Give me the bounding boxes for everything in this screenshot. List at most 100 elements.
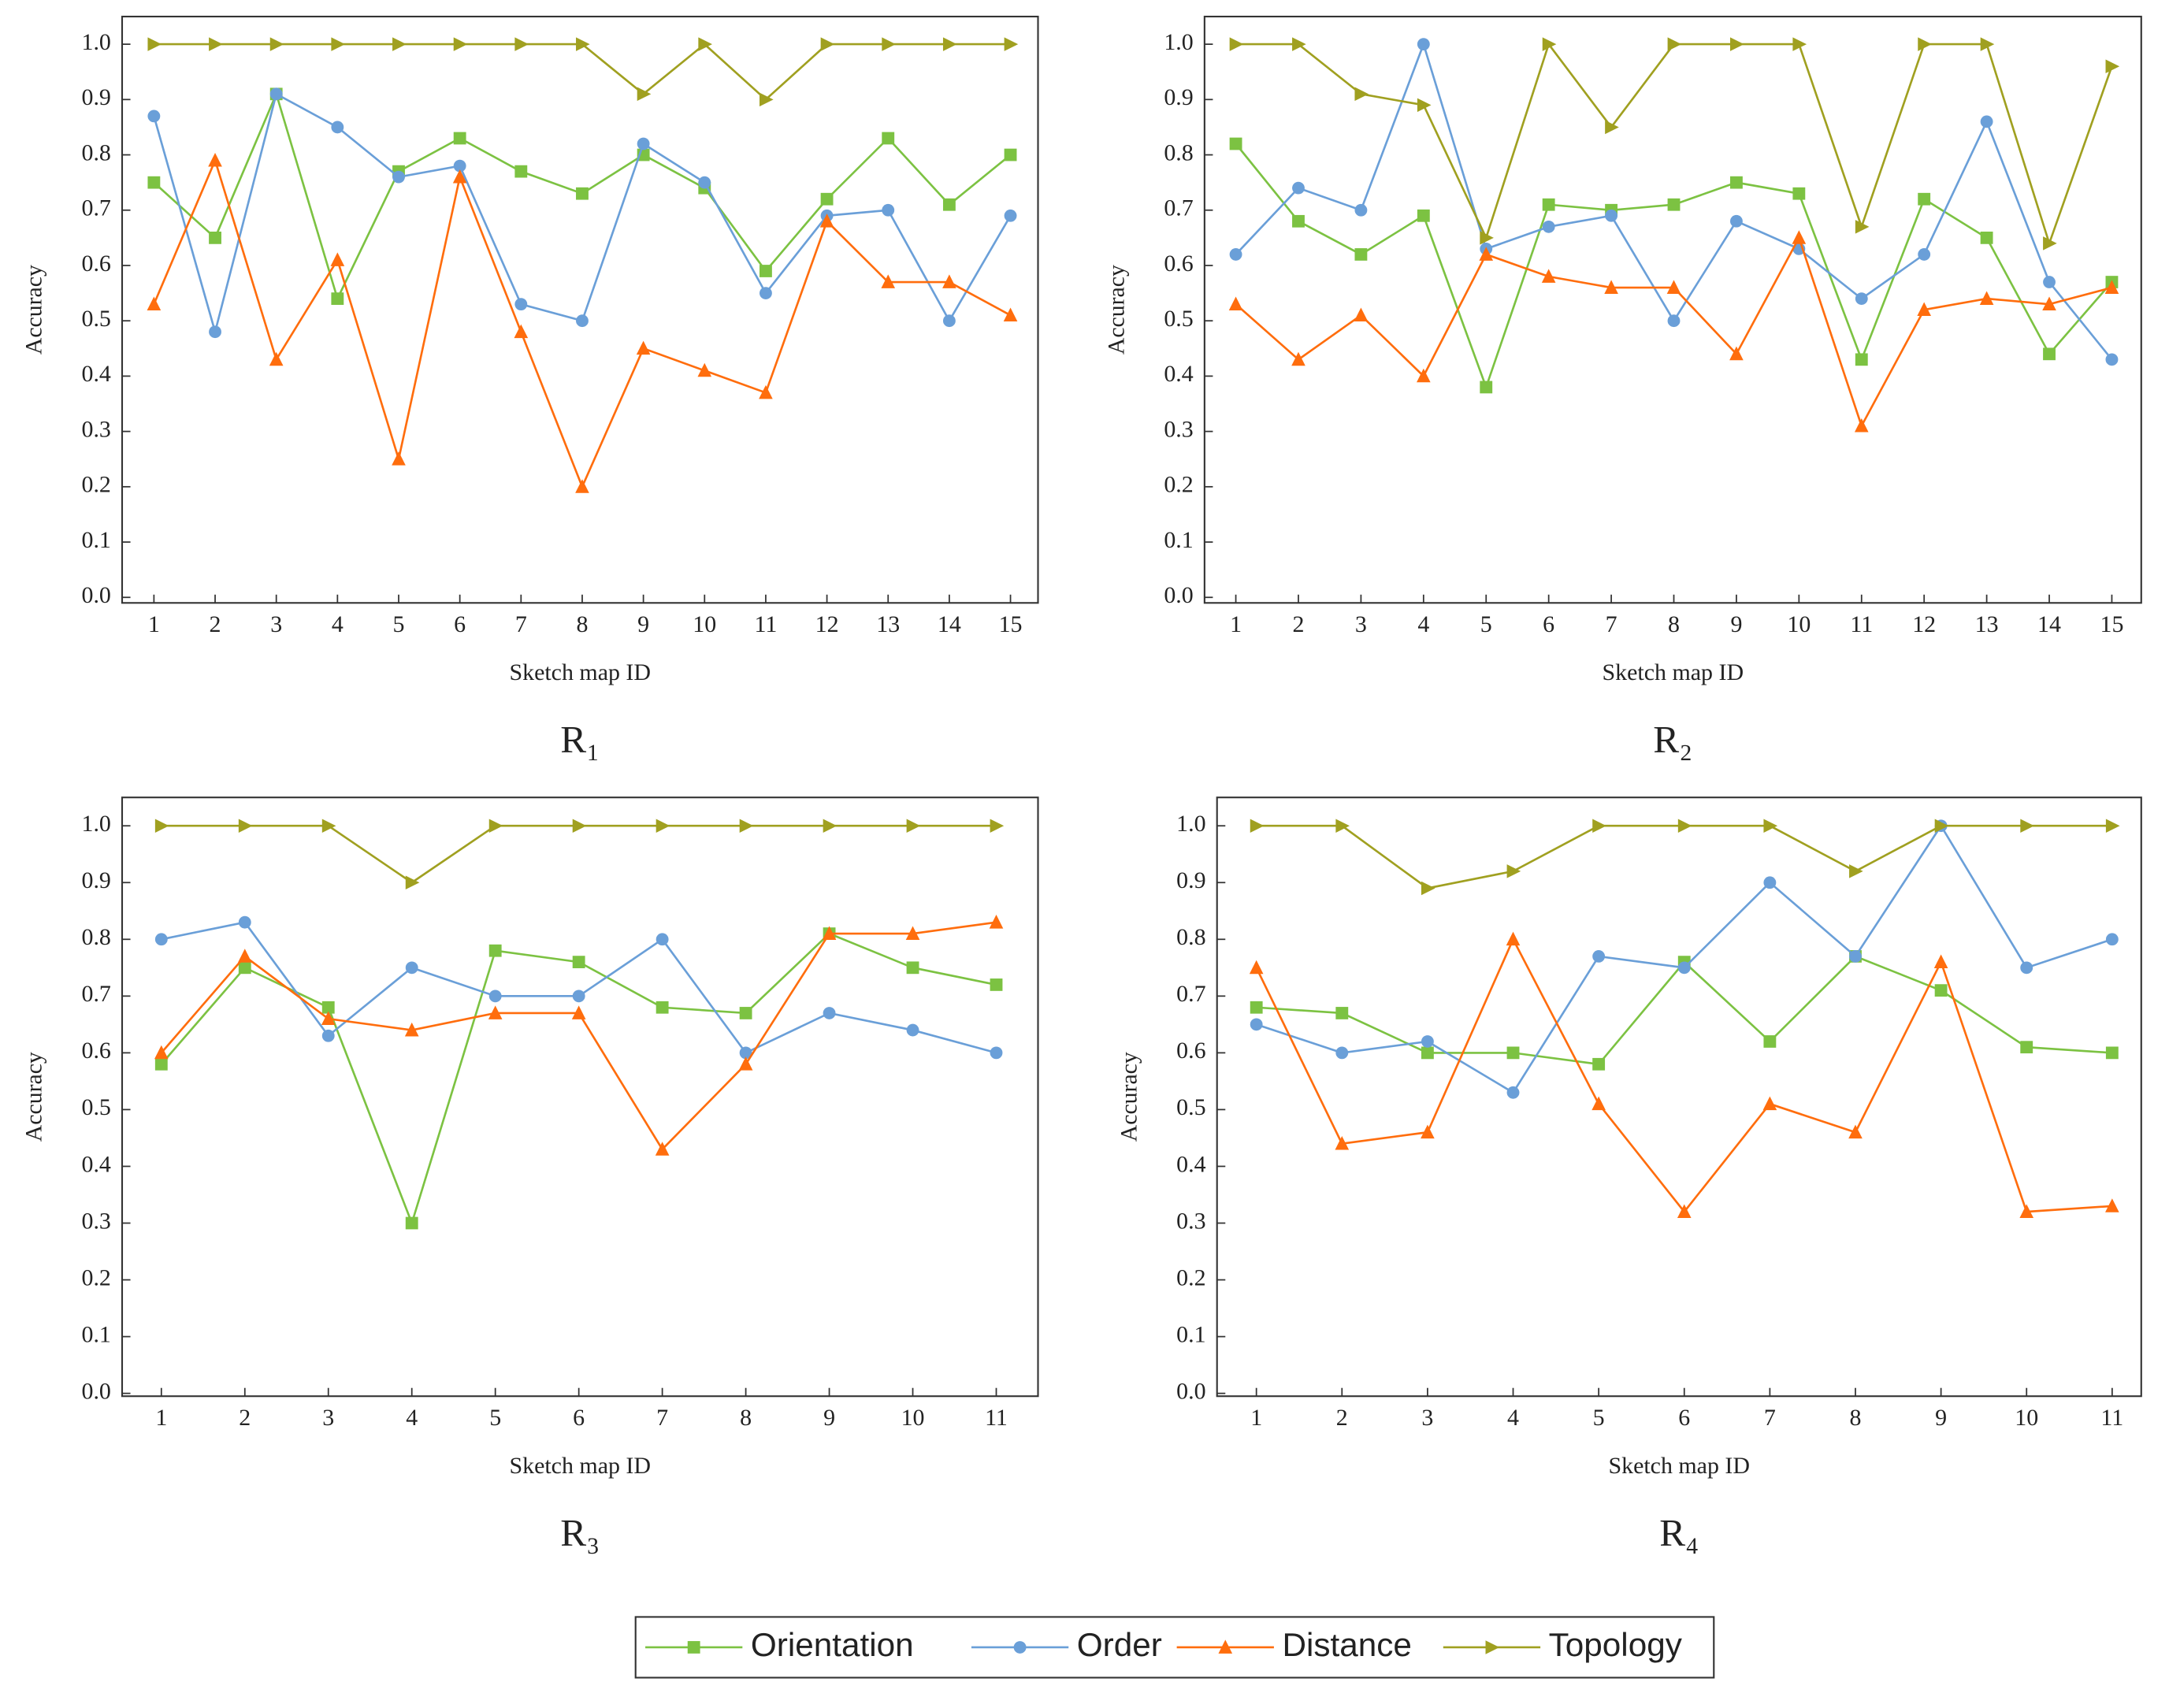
x-tick-label: 9 [1935,1405,1947,1431]
marker [1292,181,1305,195]
x-tick-label: 8 [1850,1405,1862,1431]
marker [739,1046,752,1060]
marker [331,37,346,51]
marker [2043,347,2056,361]
marker [1421,881,1435,896]
plot-frame [1216,796,2142,1398]
marker [760,265,772,277]
marker [636,340,651,355]
marker [738,1056,753,1071]
marker [1730,214,1743,228]
marker [1855,353,1868,366]
marker [488,819,503,833]
x-axis-label: Sketch map ID [1608,1453,1750,1479]
marker [1004,148,1017,162]
series-line [1235,235,2112,429]
marker [882,37,896,51]
marker [1763,876,1777,889]
x-tick-label: 10 [901,1405,925,1431]
marker [1667,37,1682,51]
marker [1250,819,1265,833]
marker [1918,192,1931,206]
marker [942,198,956,211]
x-tick-label: 14 [938,611,961,637]
marker [392,170,405,184]
series-line [153,92,1012,336]
y-tick-label: 0.0 [81,582,110,608]
marker [1980,37,1995,51]
series-line [160,932,997,1227]
y-axis-label: Accuracy [1116,1052,1142,1142]
marker [656,1001,669,1014]
marker [2105,353,2119,366]
series-line [1235,42,2113,247]
marker [1421,1035,1434,1048]
x-tick-label: 2 [1336,1405,1348,1431]
marker [1228,296,1243,311]
marker [1855,292,1868,305]
marker [882,203,895,217]
x-tick-label: 7 [1764,1405,1776,1431]
marker [2043,236,2057,251]
marker [1677,819,1692,833]
marker [1792,187,1806,200]
marker [697,362,712,377]
marker [760,287,772,299]
x-tick-label: 12 [1912,611,1936,637]
x-tick-label: 6 [573,1405,585,1431]
marker [576,187,589,200]
y-tick-label: 0.5 [81,1094,110,1120]
marker [488,944,502,957]
marker [1480,231,1494,245]
marker [209,37,223,51]
marker [1855,220,1870,234]
x-tick-label: 4 [1507,1405,1519,1431]
x-tick-label: 2 [239,1405,251,1431]
marker [238,915,251,929]
marker [905,926,920,940]
marker [637,87,652,102]
x-tick-label: 5 [1593,1405,1605,1431]
marker [576,37,590,51]
subtitle: R₄ [1659,1511,1699,1554]
x-tick-label: 5 [1480,611,1492,637]
marker [404,1022,419,1037]
y-tick-label: 0.9 [1176,867,1205,893]
marker [906,819,921,833]
marker [238,961,251,975]
x-tick-label: 7 [1606,611,1617,637]
y-tick-label: 0.9 [1164,84,1193,110]
x-tick-label: 11 [2100,1405,2123,1431]
x-tick-label: 5 [393,611,405,637]
x-tick-label: 12 [815,611,839,637]
x-tick-label: 3 [270,611,282,637]
marker [514,37,529,51]
x-tick-label: 1 [1250,1405,1262,1431]
marker [989,915,1004,929]
x-tick-label: 8 [1668,611,1680,637]
marker [575,479,589,493]
legend-label: Orientation [751,1626,914,1663]
marker [1506,864,1521,878]
y-tick-label: 0.3 [1164,417,1193,443]
series-line [1235,143,2113,391]
marker [1421,1124,1435,1139]
marker [392,451,406,466]
y-tick-label: 0.3 [81,1208,110,1234]
marker [1004,37,1019,51]
marker [882,132,895,145]
y-tick-label: 0.7 [81,981,110,1007]
y-tick-label: 1.0 [81,811,110,837]
y-tick-label: 0.3 [1176,1208,1205,1234]
x-tick-label: 6 [1543,611,1554,637]
x-tick-label: 8 [576,611,588,637]
x-tick-label: 1 [155,1405,167,1431]
marker [331,121,344,134]
marker [321,819,336,833]
marker [576,314,589,328]
x-tick-label: 6 [454,611,466,637]
marker [942,314,956,328]
marker [1763,819,1778,833]
marker [1605,120,1619,135]
marker [1292,37,1306,51]
